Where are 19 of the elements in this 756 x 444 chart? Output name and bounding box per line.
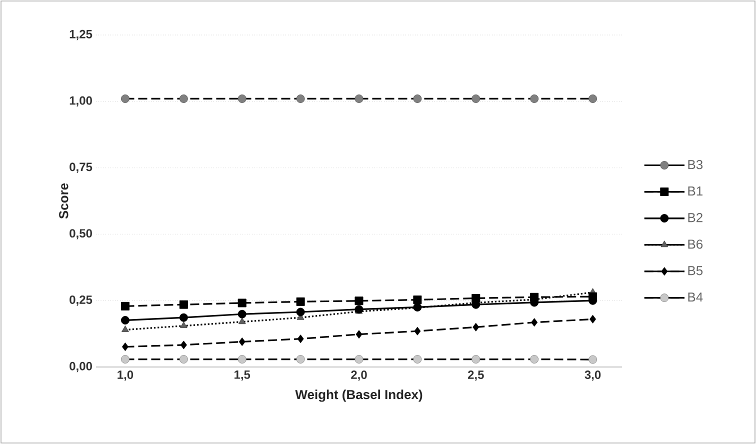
x-tick-label: 2,0 [351, 370, 367, 381]
x-tick-label: 2,5 [468, 370, 484, 381]
y-tick-label: 1,25 [70, 30, 92, 40]
y-tick-label: 1,00 [70, 96, 92, 107]
y-tick-label: 0,50 [70, 229, 92, 240]
x-tick-label: 3,0 [584, 370, 601, 381]
x-tick-label: 1,0 [118, 370, 134, 381]
legend-label: B2 [688, 212, 702, 222]
legend-label: B6 [688, 240, 703, 249]
x-tick-label: 1,5 [234, 370, 250, 381]
x-axis-title: Weight (Basel Index) [295, 390, 422, 402]
y-tick-label: 0,25 [70, 295, 92, 306]
legend-label: B3 [688, 160, 703, 170]
y-tick-label: 0,00 [70, 362, 92, 372]
legend-label: B1 [688, 186, 702, 196]
legend-label: B5 [688, 266, 703, 276]
y-axis-title: Score [59, 183, 68, 219]
legend-label: B4 [688, 292, 703, 302]
y-tick-label: 0,75 [70, 162, 92, 173]
